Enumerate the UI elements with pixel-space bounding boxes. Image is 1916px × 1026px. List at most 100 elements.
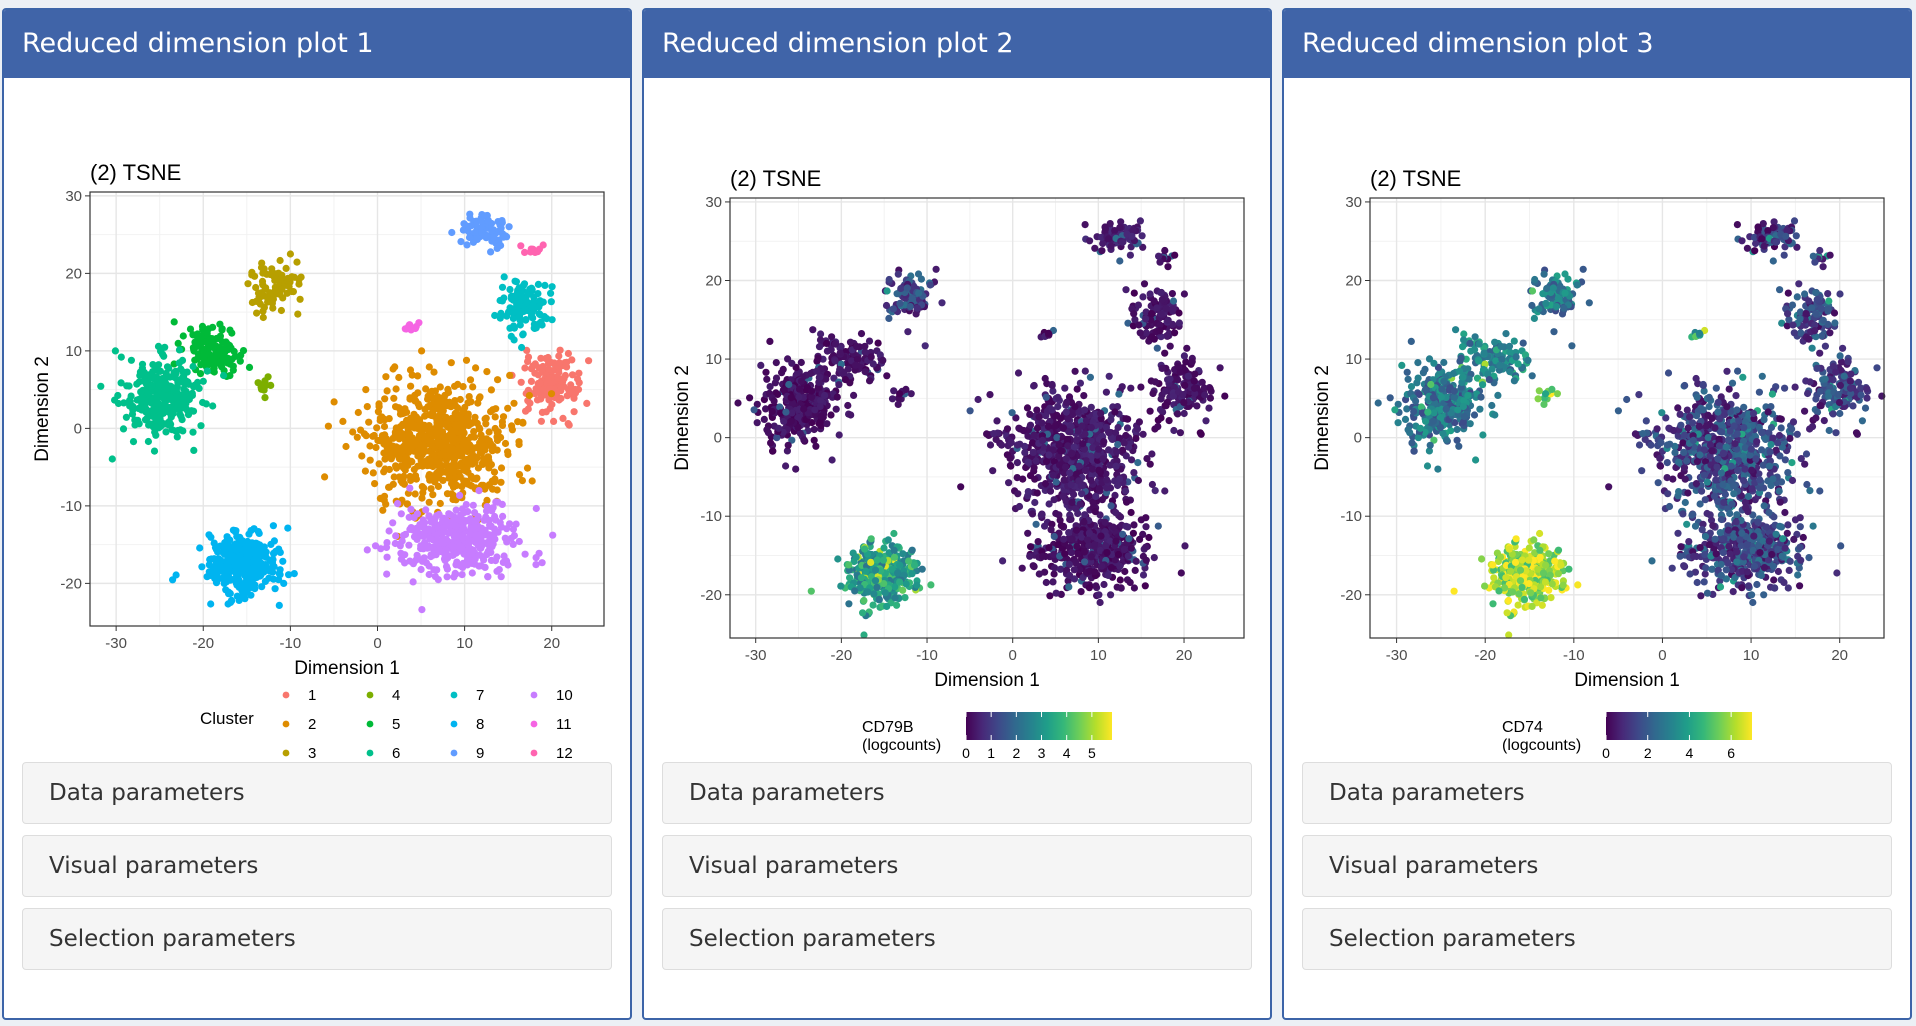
data-point: [1105, 235, 1113, 243]
data-point: [1088, 465, 1096, 473]
data-parameters-section[interactable]: Data parameters: [22, 762, 612, 824]
data-point: [262, 284, 270, 292]
data-point: [1024, 488, 1032, 496]
data-point: [235, 576, 243, 584]
data-point: [173, 433, 181, 441]
data-point: [1136, 535, 1144, 543]
data-point: [171, 386, 179, 394]
y-tick-label: 20: [65, 265, 82, 282]
tsne-scatter-plot[interactable]: (2) TSNE-30 -20 -10 0 10 20-20-100102030Dimen…: [4, 78, 630, 758]
data-point: [1073, 542, 1081, 550]
data-point: [1046, 592, 1054, 600]
data-point: [1812, 395, 1820, 403]
data-point: [261, 394, 269, 402]
data-point: [1018, 564, 1026, 572]
data-point: [1081, 406, 1089, 414]
data-point: [487, 248, 495, 256]
data-point: [1029, 448, 1037, 456]
y-tick-label: -20: [700, 587, 722, 604]
data-point: [1131, 566, 1139, 574]
selection-parameters-section[interactable]: Selection parameters: [662, 908, 1252, 970]
data-point: [548, 283, 556, 291]
data-point: [851, 361, 860, 369]
data-point: [458, 451, 466, 459]
panel-title[interactable]: Reduced dimension plot 1: [4, 10, 630, 78]
data-point: [1013, 441, 1022, 449]
data-point: [389, 519, 397, 527]
data-point: [1032, 520, 1040, 528]
data-point: [1139, 293, 1147, 301]
data-point: [373, 424, 381, 432]
plot-area[interactable]: (2) TSNE -30 -20 -10 0 10 20 -20 -10 0 10 20 30 Dimen…: [4, 78, 630, 758]
data-point: [182, 387, 190, 395]
data-point: [459, 524, 468, 532]
panel-title[interactable]: Reduced dimension plot 2: [644, 10, 1270, 78]
data-point: [452, 532, 461, 540]
data-point: [160, 391, 168, 400]
data-point: [1132, 434, 1140, 443]
data-point: [1102, 388, 1110, 396]
data-point: [245, 363, 254, 371]
data-point: [1039, 436, 1047, 444]
data-point: [875, 595, 883, 603]
data-point: [1105, 446, 1113, 454]
colorbar-tick-label: 3: [1038, 745, 1046, 758]
legend-key: [450, 691, 458, 699]
data-point: [167, 420, 175, 428]
data-point: [459, 383, 467, 391]
data-point: [556, 346, 564, 354]
data-point: [797, 377, 805, 385]
data-point: [1111, 227, 1119, 235]
data-point: [779, 386, 788, 394]
visual-parameters-section[interactable]: Visual parameters: [22, 835, 612, 897]
data-point: [295, 280, 303, 288]
tsne-scatter-plot[interactable]: (2) TSNE-30 -20 -10 0 10 20-20-100102030Dimen…: [1284, 78, 1910, 758]
data-point: [438, 538, 446, 546]
data-point: [427, 441, 435, 449]
data-point: [497, 309, 505, 317]
data-point: [258, 277, 267, 285]
data-point: [753, 419, 761, 427]
data-point: [583, 399, 591, 407]
data-point: [266, 556, 274, 564]
data-point: [1038, 419, 1046, 427]
data-point: [215, 557, 223, 565]
plot-area[interactable]: (2) TSNE -30 -20 -10 0 10 20 -20 -10 0 10 20 30 Dimen…: [644, 78, 1270, 758]
data-point: [144, 390, 153, 398]
panel-title[interactable]: Reduced dimension plot 3: [1284, 10, 1910, 78]
data-point: [443, 565, 451, 573]
data-point: [873, 583, 881, 591]
plot-area[interactable]: (2) TSNE -30 -20 -10 0 10 20 -20 -10 0 10 20 30 Dimen…: [1284, 78, 1910, 758]
data-point: [1076, 379, 1084, 387]
data-point: [452, 409, 460, 417]
data-point: [1099, 455, 1107, 463]
data-point: [248, 268, 256, 276]
data-point: [1127, 508, 1135, 517]
data-point: [835, 381, 843, 389]
data-point: [1109, 523, 1117, 531]
data-point: [197, 361, 205, 369]
tsne-scatter-plot[interactable]: (2) TSNE-30 -20 -10 0 10 20-20-100102030Dimen…: [644, 78, 1270, 758]
data-point: [1030, 381, 1038, 390]
data-point: [526, 248, 535, 256]
data-parameters-section[interactable]: Data parameters: [662, 762, 1252, 824]
data-point: [841, 376, 849, 384]
data-point: [870, 590, 878, 598]
visual-parameters-section[interactable]: Visual parameters: [662, 835, 1252, 897]
data-point: [1123, 424, 1132, 432]
data-point: [208, 355, 216, 363]
data-point: [158, 350, 167, 358]
data-point: [1062, 455, 1070, 463]
data-point: [539, 362, 547, 371]
data-point: [1202, 417, 1210, 425]
data-point: [394, 430, 402, 438]
data-point: [1123, 498, 1131, 506]
selection-parameters-section[interactable]: Selection parameters: [22, 908, 612, 970]
data-point: [1082, 417, 1091, 425]
data-point: [788, 359, 796, 367]
data-point: [501, 439, 510, 448]
data-point: [910, 561, 919, 569]
data-point: [209, 563, 217, 571]
data-point: [476, 439, 484, 447]
data-point: [1126, 578, 1134, 587]
